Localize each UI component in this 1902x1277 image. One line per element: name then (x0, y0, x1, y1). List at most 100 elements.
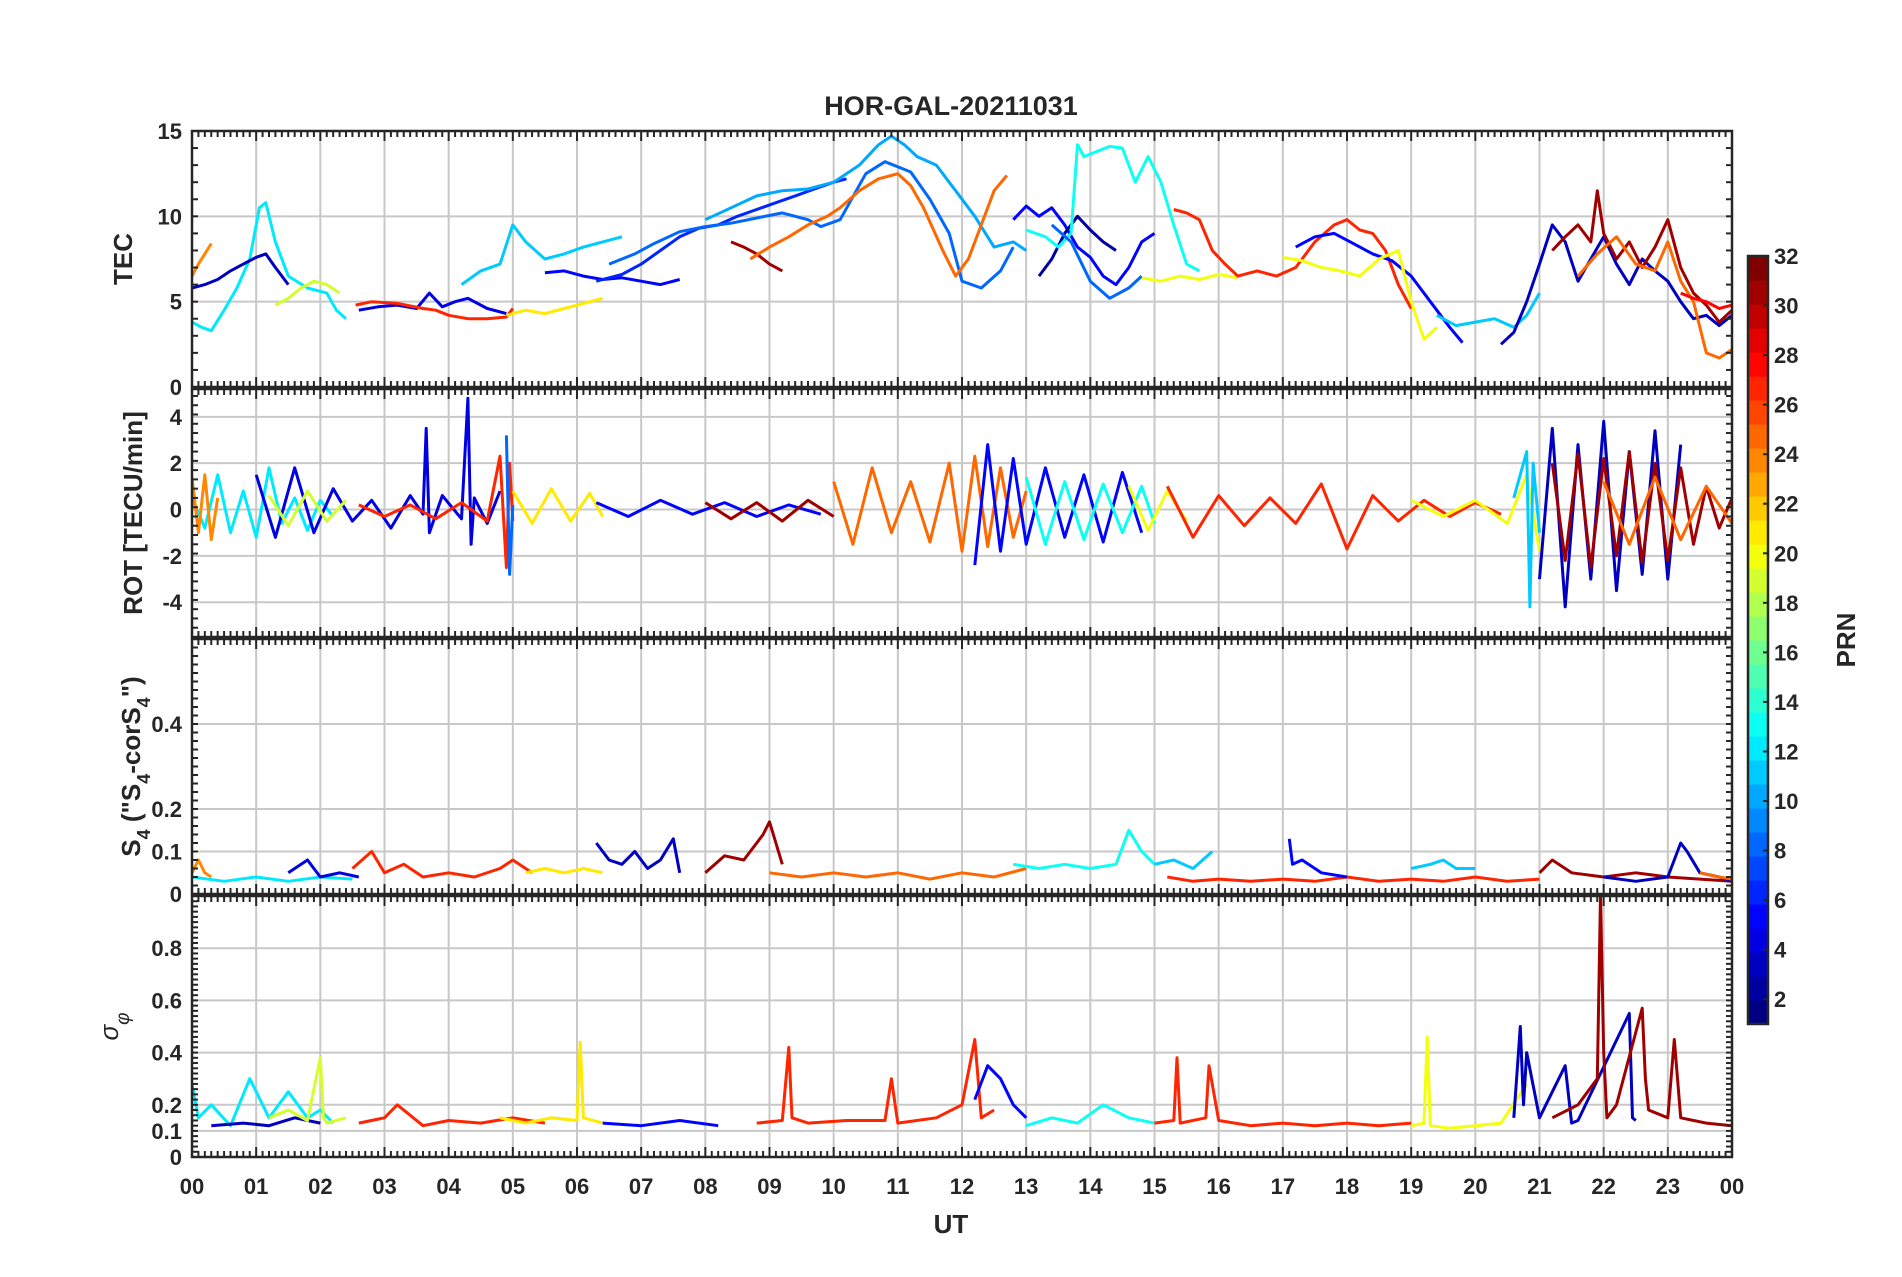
series-prn-20 (1141, 272, 1239, 283)
series-prn-11 (1154, 850, 1214, 870)
colorbar-tick-label: 14 (1774, 690, 1799, 715)
series-prn-4 (287, 858, 360, 879)
series-prn-24 (192, 858, 213, 879)
colorbar-segment (1748, 976, 1768, 1001)
colorbar-tick-label: 28 (1774, 343, 1798, 368)
colorbar-segment (1748, 328, 1768, 353)
series-prn-5 (1012, 204, 1156, 287)
series-prn-5 (544, 269, 681, 287)
series-prn-20 (1410, 1035, 1528, 1130)
grid-s4 (191, 639, 1733, 895)
y-tick-label-rot: 2 (170, 451, 182, 476)
series-group-sigma_phi (192, 896, 1732, 1130)
y-tick-label-sigma_phi: 0.1 (151, 1119, 182, 1144)
y-tick-label-sigma_phi: 0 (170, 1145, 182, 1170)
colorbar-segment (1748, 784, 1768, 809)
series-prn-27 (355, 300, 514, 321)
colorbar-segment (1748, 376, 1768, 401)
colorbar-segment (1748, 712, 1768, 737)
x-tick-label: 14 (1078, 1174, 1103, 1199)
colorbar-segment (1748, 280, 1768, 305)
y-axis-label-sigma: σφ (94, 1012, 134, 1040)
colorbar-segment (1748, 808, 1768, 833)
series-prn-5 (602, 1119, 719, 1128)
series-prn-13 (1013, 828, 1156, 870)
chart-title: HOR-GAL-20211031 (824, 91, 1078, 121)
series-prn-3 (595, 837, 682, 874)
x-tick-label: 03 (372, 1174, 396, 1199)
series-prn-6 (595, 177, 847, 283)
series-prn-8 (1050, 223, 1143, 300)
series-prn-11 (1512, 450, 1541, 609)
colorbar-tick-label: 24 (1774, 442, 1799, 467)
x-tick-label: 00 (1720, 1174, 1744, 1199)
colorbar-segment (1748, 400, 1768, 425)
x-tick-label: 21 (1527, 1174, 1551, 1199)
series-prn-2 (1037, 214, 1117, 277)
grid-tec (191, 130, 1733, 388)
colorbar-label: PRN (1831, 613, 1861, 668)
series-prn-24 (192, 473, 220, 542)
series-prn-5 (1287, 838, 1348, 879)
series-prn-21 (506, 296, 604, 317)
series-prn-11 (1436, 292, 1541, 329)
series-prn-20 (1282, 249, 1438, 341)
y-tick-label-s4: 0.2 (151, 797, 182, 822)
colorbar-segment (1748, 736, 1768, 761)
series-prn-21 (511, 487, 605, 525)
series-prn-25 (769, 867, 1027, 881)
y-tick-label-rot: 0 (170, 498, 182, 523)
series-prn-21 (499, 1040, 604, 1125)
minor-ticks-rot (191, 389, 1733, 638)
colorbar-tick-label: 10 (1774, 789, 1798, 814)
y-tick-label-s4: 0 (170, 882, 182, 907)
x-tick-label: 22 (1591, 1174, 1615, 1199)
x-tick-label: 07 (629, 1174, 653, 1199)
series-prn-27 (1173, 208, 1413, 310)
colorbar-tick-label: 6 (1774, 888, 1786, 913)
series-prn-25 (1602, 475, 1732, 546)
series-prn-13 (1025, 1103, 1155, 1128)
series-group-rot (192, 396, 1732, 609)
colorbar-segment (1748, 304, 1768, 329)
series-prn-31 (1550, 450, 1732, 569)
minor-ticks-tec (191, 130, 1733, 388)
colorbar-segment (1748, 832, 1768, 857)
series-prn-8 (504, 435, 515, 576)
series-prn-25 (1576, 235, 1732, 360)
x-tick-label: 16 (1206, 1174, 1230, 1199)
colorbar-segment (1748, 664, 1768, 689)
series-prn-31 (704, 820, 784, 874)
x-tick-label: 04 (436, 1174, 461, 1199)
x-tick-label: 20 (1463, 1174, 1487, 1199)
series-prn-31 (1551, 896, 1732, 1128)
series-prn-12 (192, 201, 347, 333)
series-prn-13 (1024, 476, 1156, 546)
y-tick-label-rot: -4 (162, 590, 182, 615)
series-prn-5 (1294, 231, 1464, 344)
colorbar-tick-label: 4 (1774, 938, 1787, 963)
colorbar-segment (1748, 1000, 1768, 1025)
series-prn-19 (267, 489, 348, 528)
y-axis-label-rot: ROT [TECU/min] (118, 411, 148, 615)
x-tick-label: 13 (1014, 1174, 1038, 1199)
series-prn-27 (1165, 482, 1502, 551)
panel-s4: 0 0.1 0.2 0.4S4 ("S4-corS4") (116, 637, 1734, 907)
series-prn-19 (268, 1056, 347, 1125)
colorbar-segment (1748, 904, 1768, 929)
series-prn-28 (1680, 291, 1732, 310)
x-tick-label: 12 (950, 1174, 974, 1199)
colorbar-segment (1748, 952, 1768, 977)
series-prn-5 (973, 1064, 1028, 1119)
series-prn-5 (595, 498, 822, 518)
colorbar-segment (1748, 640, 1768, 665)
colorbar-tick-label: 22 (1774, 492, 1798, 517)
colorbar-segment (1748, 472, 1768, 497)
series-prn-27 (1167, 875, 1540, 883)
minor-ticks-s4 (191, 638, 1733, 895)
x-tick-label: 11 (886, 1174, 909, 1199)
x-tick-labels: 00 01 02 03 04 05 06 07 08 09 10 11 12 13 14 15 16 17 18 19… (180, 1174, 1744, 1199)
series-prn-5 (973, 443, 1144, 566)
